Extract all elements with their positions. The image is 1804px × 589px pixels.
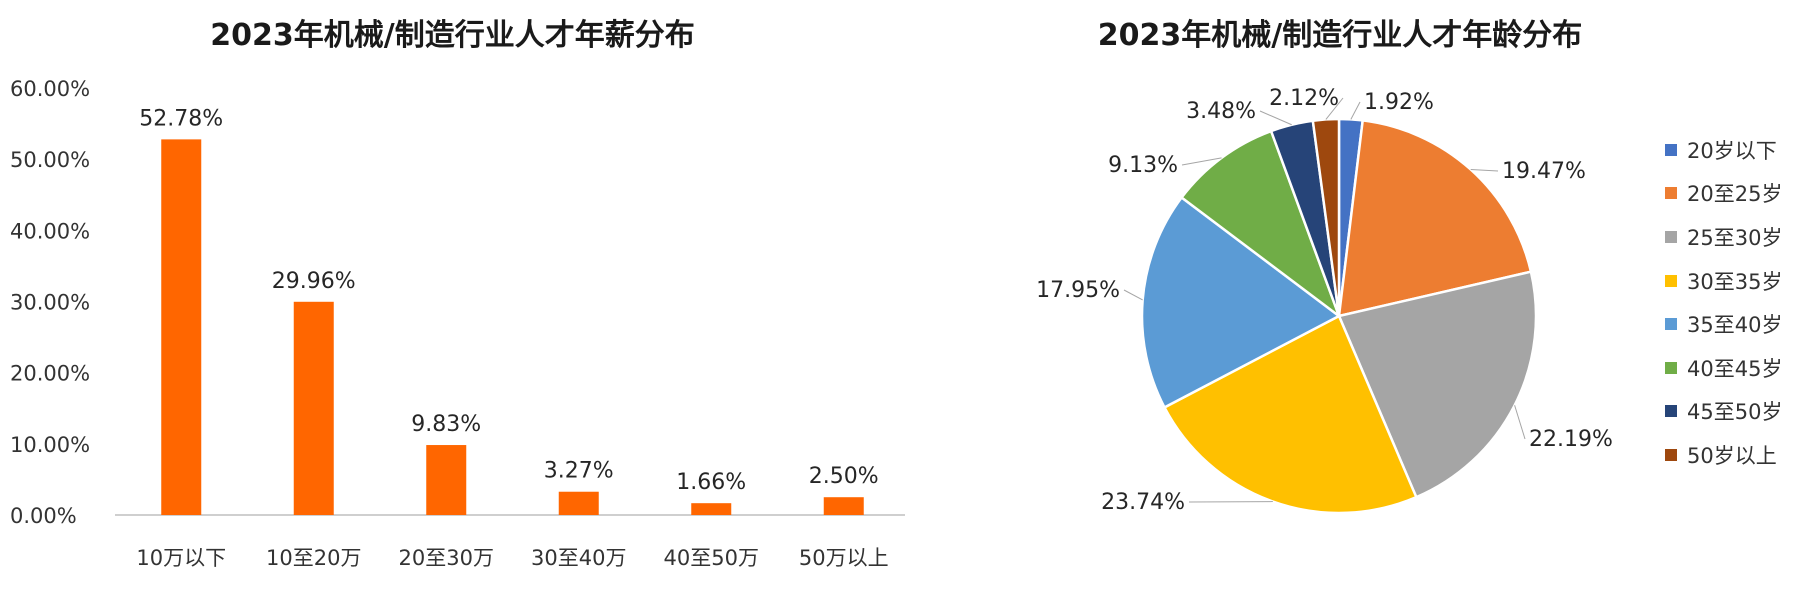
y-tick-label: 30.00% — [10, 291, 90, 315]
bar-chart: 0.00% 10.00% 20.00% 30.00% 40.00% 50.00% 60.00… — [10, 77, 905, 570]
pie-slice — [1140, 195, 1342, 410]
bar — [558, 491, 599, 515]
y-tick-label: 50.00% — [10, 148, 90, 172]
pie-slice — [1337, 270, 1538, 499]
legend-item: 45至50岁 — [1665, 390, 1782, 434]
pie-data-label: 22.19% — [1529, 427, 1613, 452]
legend-item: 35至40岁 — [1665, 302, 1782, 346]
pie-data-label: 23.74% — [1101, 490, 1185, 515]
pie-data-label: 19.47% — [1502, 159, 1586, 184]
legend-swatch — [1665, 405, 1677, 418]
y-tick-label: 40.00% — [10, 219, 90, 243]
bar-chart-title: 2023年机械/制造行业人才年薪分布 — [210, 18, 695, 53]
pie-leader-line — [1350, 101, 1361, 120]
legend-swatch — [1665, 318, 1677, 331]
x-tick-label: 20至30万 — [399, 546, 494, 570]
legend-swatch — [1665, 448, 1677, 461]
pie-data-label: 17.95% — [1036, 278, 1120, 303]
y-tick-label: 0.00% — [10, 504, 77, 528]
y-tick-label: 60.00% — [10, 77, 90, 101]
bar-data-label: 1.66% — [676, 470, 746, 495]
y-tick-label: 20.00% — [10, 362, 90, 386]
bar-data-label: 52.78% — [139, 106, 223, 131]
bar — [293, 301, 334, 515]
legend-label: 30至35岁 — [1687, 269, 1783, 294]
legend-swatch — [1665, 230, 1677, 243]
legend-swatch — [1665, 143, 1677, 156]
legend-item: 25至30岁 — [1665, 215, 1782, 259]
legend-label: 45至50岁 — [1687, 400, 1783, 425]
legend-label: 25至30岁 — [1687, 225, 1783, 250]
legend-item: 40至45岁 — [1665, 346, 1782, 390]
bar — [691, 503, 732, 515]
pie-data-label: 3.48% — [1186, 99, 1256, 124]
legend-label: 20至25岁 — [1687, 182, 1783, 207]
pie-data-label: 2.12% — [1269, 86, 1339, 111]
pie-legend: 20岁以下 20至25岁 25至30岁 30至35岁 35至40岁 40至45岁 45至50… — [1665, 128, 1782, 477]
legend-swatch — [1665, 274, 1677, 287]
pie-leader-line — [1514, 405, 1526, 440]
pie-leader-line — [1123, 289, 1143, 301]
pie-chart-title: 2023年机械/制造行业人才年龄分布 — [1097, 18, 1583, 53]
y-tick-label: 10.00% — [10, 433, 90, 457]
legend-item: 20岁以下 — [1665, 128, 1782, 172]
pie-leader-line — [1470, 169, 1499, 172]
x-tick-label: 30至40万 — [531, 546, 626, 570]
x-tick-label: 40至50万 — [664, 546, 759, 570]
legend-item: 30至35岁 — [1665, 259, 1782, 303]
legend-item: 50岁以上 — [1665, 433, 1782, 477]
bar — [823, 497, 864, 515]
pie-leader-line — [1259, 110, 1292, 126]
x-tick-label: 10万以下 — [136, 546, 226, 570]
pie-leader-line — [1181, 157, 1222, 166]
legend-item: 20至25岁 — [1665, 172, 1782, 216]
pie-slice — [1337, 119, 1533, 318]
legend-swatch — [1665, 361, 1677, 374]
legend-label: 35至40岁 — [1687, 313, 1783, 338]
pie-leader-line — [1325, 97, 1344, 120]
pie-slice — [1179, 129, 1342, 320]
bar-data-label: 2.50% — [809, 464, 879, 489]
bar — [161, 139, 202, 516]
legend-swatch — [1665, 187, 1677, 200]
x-tick-label: 50万以上 — [799, 546, 889, 570]
legend-label: 40至45岁 — [1687, 356, 1783, 381]
bar — [426, 445, 467, 515]
legend-label: 20岁以下 — [1687, 138, 1777, 163]
legend-label: 50岁以上 — [1687, 443, 1777, 468]
pie-data-label: 1.92% — [1364, 90, 1434, 115]
bar-data-label: 29.96% — [272, 269, 356, 294]
pie-data-label: 9.13% — [1108, 153, 1178, 178]
bar-data-label: 9.83% — [411, 412, 481, 437]
bar-data-label: 3.27% — [544, 459, 614, 484]
x-tick-label: 10至20万 — [266, 546, 361, 570]
